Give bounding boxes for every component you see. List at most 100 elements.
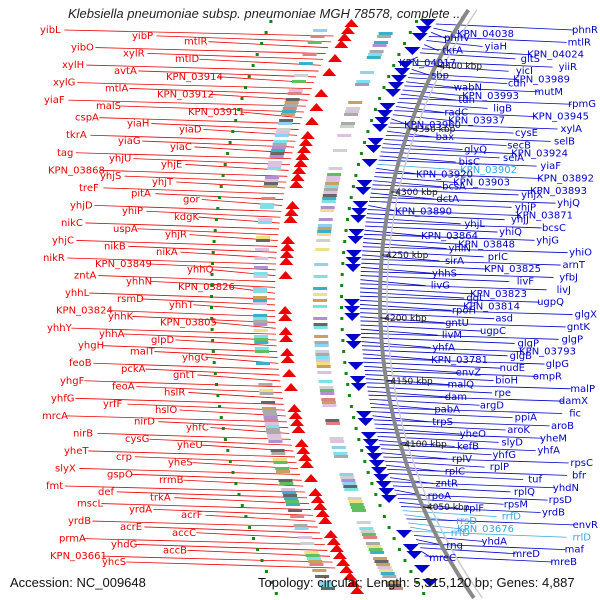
forward-gene-label: feoB — [69, 358, 92, 369]
forward-gene-arrow — [278, 271, 293, 279]
gc-skew-dot — [409, 570, 413, 573]
cog-block — [259, 392, 274, 395]
reverse-gene-label: rpoA — [428, 491, 452, 502]
cog-block — [326, 176, 341, 179]
gc-skew-dot — [403, 559, 407, 562]
leader-line — [129, 88, 310, 95]
leader-line — [382, 452, 448, 460]
gc-skew-dot — [274, 592, 278, 595]
reverse-gene-label: malQ — [447, 380, 474, 391]
cog-block — [282, 491, 297, 494]
gc-skew-dot — [210, 306, 213, 309]
forward-gene-label: glpD — [151, 335, 174, 346]
gc-skew-dot — [221, 174, 225, 177]
cog-block — [373, 557, 387, 560]
reverse-gene-arrow — [365, 145, 382, 153]
cog-block — [279, 482, 294, 485]
gc-skew-dot — [210, 273, 214, 276]
forward-gene-arrow — [337, 33, 352, 41]
leader-line — [413, 64, 509, 72]
cog-block — [369, 50, 384, 53]
forward-gene-label: malT — [130, 347, 156, 358]
gc-skew-dot — [352, 416, 356, 419]
reverse-gene-label: glgB — [510, 351, 532, 362]
reverse-gene-label: yhhS — [432, 268, 457, 279]
forward-gene-label: acrE — [120, 522, 142, 533]
reverse-gene-label: aroK — [507, 425, 530, 436]
leader-line — [375, 427, 462, 435]
forward-gene-arrow — [288, 411, 303, 419]
gc-skew-dot — [370, 482, 374, 485]
cog-block — [253, 266, 268, 269]
reverse-gene-arrow — [356, 180, 373, 188]
cog-block — [328, 167, 343, 170]
forward-gene-label: hslR — [164, 387, 185, 398]
cog-block — [288, 89, 303, 92]
cog-block — [253, 302, 267, 305]
reverse-gene-arrow — [352, 201, 369, 209]
forward-gene-label: yibL — [40, 25, 61, 36]
gc-skew-dot — [244, 515, 248, 518]
leader-line — [95, 47, 326, 54]
gc-skew-dot — [340, 317, 344, 320]
gc-skew-dot — [354, 427, 358, 430]
forward-gene-label: zntA — [74, 271, 97, 282]
cog-block — [253, 299, 267, 302]
gc-skew-dot — [347, 394, 351, 397]
cog-block — [310, 35, 325, 38]
reverse-gene-label: pabA — [434, 404, 460, 415]
cog-block — [314, 341, 329, 344]
leader-line — [99, 117, 301, 125]
reverse-gene-arrow — [381, 495, 398, 503]
cog-block — [264, 179, 279, 182]
leader-line — [383, 143, 463, 150]
leader-line — [397, 497, 504, 505]
gc-skew-dot — [212, 361, 216, 364]
cog-block — [325, 419, 340, 422]
gc-skew-dot — [216, 207, 220, 210]
cog-block — [350, 506, 365, 509]
forward-gene-arrow — [336, 558, 351, 566]
reverse-gene-label: yiiR — [559, 62, 577, 73]
leader-line — [183, 479, 304, 487]
forward-gene-arrow — [304, 117, 319, 125]
leader-line — [395, 106, 444, 113]
leader-line — [402, 89, 467, 97]
reverse-gene-label: KPN_03945 — [532, 112, 589, 123]
cog-block — [387, 584, 402, 587]
forward-gene-label: yhjS — [100, 171, 121, 182]
cog-block — [322, 197, 337, 200]
forward-gene-label: feoA — [112, 382, 135, 393]
reverse-gene-label: KPN_03823 — [470, 289, 527, 300]
gc-skew-dot — [387, 526, 391, 529]
cog-block — [313, 287, 328, 290]
reverse-gene-arrow — [402, 544, 419, 552]
reverse-gene-label: tuf — [528, 475, 542, 486]
cog-block — [317, 227, 332, 230]
reverse-gene-label: maf — [565, 545, 585, 556]
gc-skew-dot — [210, 284, 214, 287]
cog-block — [360, 71, 375, 74]
forward-gene-label: gor — [183, 195, 200, 206]
gc-skew-dot — [210, 317, 214, 320]
forward-gene-label: yhfG — [51, 393, 75, 404]
cog-block — [281, 110, 296, 113]
leader-line — [367, 390, 449, 398]
gc-skew-dot — [340, 306, 343, 309]
cog-block — [389, 587, 403, 590]
reverse-gene-label: KPN_03793 — [519, 347, 576, 358]
cog-block — [320, 206, 335, 209]
cog-block — [267, 437, 282, 440]
cog-block — [356, 521, 371, 524]
forward-gene-label: yhjE — [161, 159, 182, 170]
leader-line — [90, 134, 296, 142]
cog-block — [342, 482, 357, 485]
reverse-gene-arrow — [350, 383, 367, 391]
scale-tick-label: 4050 kbp — [427, 503, 470, 513]
forward-gene-label: yhhK — [108, 311, 134, 322]
cog-block — [344, 113, 358, 116]
cog-block — [265, 425, 280, 428]
forward-gene-label: yhjT — [152, 177, 174, 188]
cog-block — [340, 476, 355, 479]
leader-line — [360, 283, 547, 291]
